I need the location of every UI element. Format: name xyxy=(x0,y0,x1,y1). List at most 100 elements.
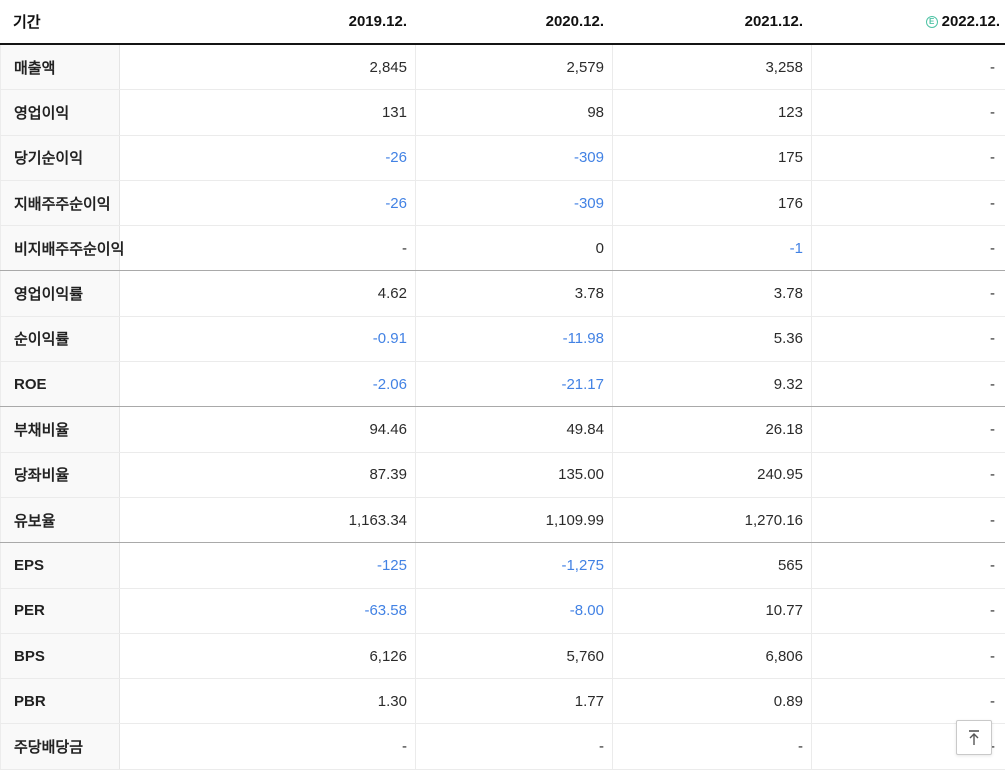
row-label: 지배주주순이익 xyxy=(0,180,120,226)
value-cell: -125 xyxy=(376,556,407,574)
arrow-up-to-top-icon xyxy=(969,729,979,745)
value-cell: - xyxy=(811,90,1005,135)
value-cell: 1,163.34 xyxy=(348,511,407,529)
value-cell: 0.89 xyxy=(612,679,811,724)
value-cell: -21.17 xyxy=(415,362,612,407)
value-cell: -8.00 xyxy=(415,588,612,633)
table-row: PBR 1.30 1.77 0.89 - xyxy=(0,679,1005,725)
period-header-cell: 기간 xyxy=(13,14,41,31)
value-cell: -309 xyxy=(415,180,612,226)
row-label: 영업이익 xyxy=(0,90,120,135)
table-row: 지배주주순이익 -26 -309 176 - xyxy=(0,180,1005,227)
table-row: 순이익률 -0.91 -11.98 5.36 - xyxy=(0,316,1005,363)
year-column-header-2022-estimate: E 2022.12. xyxy=(811,13,1005,30)
year-column-header-2019: 2019.12. xyxy=(348,13,407,30)
value-cell: 4.62 xyxy=(377,285,407,303)
value-cell: 26.18 xyxy=(612,407,811,452)
value-cell: 49.84 xyxy=(415,407,612,452)
row-label: 영업이익률 xyxy=(0,271,120,316)
value-cell: 123 xyxy=(612,90,811,135)
value-cell: 3.78 xyxy=(612,271,811,316)
estimate-icon: E xyxy=(925,15,938,28)
value-cell: 3,258 xyxy=(612,45,811,90)
table-header-row: 기간 2019.12. 2020.12. 2021.12. E 2022.12. xyxy=(0,0,1005,45)
value-cell: - xyxy=(811,543,1005,588)
value-cell: -26 xyxy=(385,194,407,212)
value-cell: - xyxy=(811,452,1005,497)
value-cell: 87.39 xyxy=(369,466,407,484)
value-cell: 6,806 xyxy=(612,633,811,679)
row-label: BPS xyxy=(0,633,120,679)
value-cell: 1,270.16 xyxy=(612,497,811,543)
value-cell: 6,126 xyxy=(369,647,407,665)
value-cell: 2,579 xyxy=(415,45,612,90)
value-cell: -11.98 xyxy=(415,316,612,362)
row-label: 당기순이익 xyxy=(0,135,120,180)
year-column-header-2020: 2020.12. xyxy=(545,13,604,30)
value-cell: - xyxy=(402,239,407,257)
row-label: 당좌비율 xyxy=(0,452,120,497)
value-cell: -63.58 xyxy=(364,602,407,620)
value-cell: 9.32 xyxy=(612,362,811,407)
table-row: 영업이익 131 98 123 - xyxy=(0,90,1005,136)
value-cell: 1.77 xyxy=(415,679,612,724)
scroll-to-top-button[interactable] xyxy=(956,720,992,755)
value-cell: - xyxy=(811,226,1005,271)
value-cell: -1,275 xyxy=(415,543,612,588)
row-label: ROE xyxy=(0,362,120,407)
value-cell: 1,109.99 xyxy=(415,497,612,543)
value-cell: -2.06 xyxy=(372,375,407,393)
row-label: 유보율 xyxy=(0,497,120,543)
value-cell: -0.91 xyxy=(372,330,407,348)
value-cell: - xyxy=(811,679,1005,724)
row-label: 주당배당금 xyxy=(0,724,120,769)
row-label: 부채비율 xyxy=(0,407,120,452)
value-cell: 5.36 xyxy=(612,316,811,362)
year-column-header-label: 2022.12. xyxy=(941,13,1000,30)
value-cell: 10.77 xyxy=(612,588,811,633)
row-label: EPS xyxy=(0,543,120,588)
value-cell: - xyxy=(811,362,1005,407)
value-cell: 3.78 xyxy=(415,271,612,316)
value-cell: - xyxy=(402,738,407,756)
table-row: EPS -125 -1,275 565 - xyxy=(0,543,1005,589)
value-cell: - xyxy=(811,316,1005,362)
table-row: 유보율 1,163.34 1,109.99 1,270.16 - xyxy=(0,497,1005,544)
value-cell: - xyxy=(811,407,1005,452)
value-cell: - xyxy=(811,180,1005,226)
value-cell: 131 xyxy=(381,103,407,121)
table-row: 부채비율 94.46 49.84 26.18 - xyxy=(0,407,1005,453)
table-body: 매출액 2,845 2,579 3,258 - 영업이익 131 98 123 … xyxy=(0,45,1005,770)
value-cell: 94.46 xyxy=(369,421,407,439)
table-row: 당좌비율 87.39 135.00 240.95 - xyxy=(0,452,1005,498)
row-label: PBR xyxy=(0,679,120,724)
value-cell: - xyxy=(811,135,1005,180)
value-cell: 98 xyxy=(415,90,612,135)
value-cell: 176 xyxy=(612,180,811,226)
value-cell: - xyxy=(811,45,1005,90)
table-row: BPS 6,126 5,760 6,806 - xyxy=(0,633,1005,680)
value-cell: - xyxy=(811,724,1005,769)
value-cell: - xyxy=(811,271,1005,316)
value-cell: 0 xyxy=(415,226,612,271)
value-cell: -309 xyxy=(415,135,612,180)
value-cell: 175 xyxy=(612,135,811,180)
row-label: 비지배주주순이익 xyxy=(0,226,124,271)
table-row: 비지배주주순이익 - 0 -1 - xyxy=(0,226,1005,272)
table-row: PER -63.58 -8.00 10.77 - xyxy=(0,588,1005,634)
value-cell: 5,760 xyxy=(415,633,612,679)
value-cell: - xyxy=(811,633,1005,679)
year-column-header-2021: 2021.12. xyxy=(744,13,803,30)
value-cell: - xyxy=(811,497,1005,543)
value-cell: 240.95 xyxy=(612,452,811,497)
row-label: PER xyxy=(0,588,120,633)
value-cell: -1 xyxy=(612,226,811,271)
value-cell: - xyxy=(612,724,811,769)
value-cell: - xyxy=(415,724,612,769)
value-cell: 1.30 xyxy=(377,692,407,710)
table-row: 영업이익률 4.62 3.78 3.78 - xyxy=(0,271,1005,317)
value-cell: -26 xyxy=(385,149,407,167)
table-row: ROE -2.06 -21.17 9.32 - xyxy=(0,362,1005,408)
table-row: 주당배당금 - - - - xyxy=(0,724,1005,770)
